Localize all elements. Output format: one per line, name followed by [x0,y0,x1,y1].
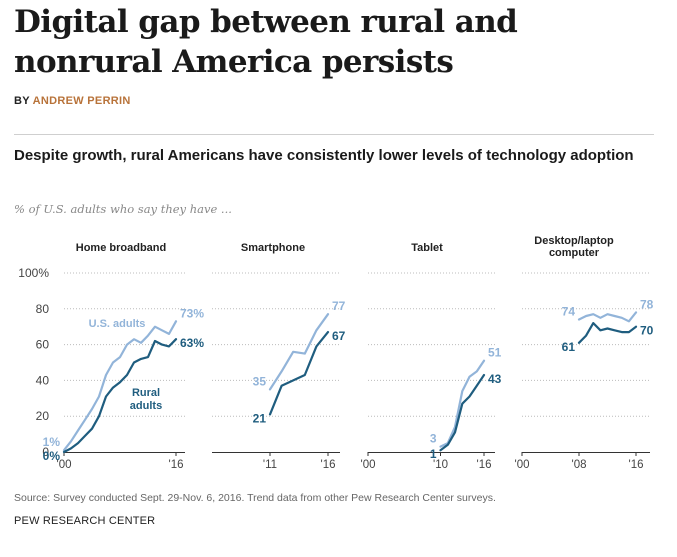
chart-subtitle: % of U.S. adults who say they have ... [14,202,232,216]
x-tick-label: '16 [169,459,184,471]
rural-adults-line [577,322,638,344]
start-value-label: 1% [43,435,61,449]
legend-label-line: U.S. adults [89,318,146,330]
byline: BY ANDREW PERRIN [14,95,131,107]
legend-label-line: Rural [132,387,160,399]
end-value-label: 43 [488,372,502,386]
legend-label-line: adults [130,400,162,412]
top-divider [14,134,654,135]
x-tick-label: '11 [263,459,277,471]
y-tick-label: 40 [36,373,50,387]
brand-name: PEW RESEARCH CENTER [14,515,156,527]
y-tick-label: 60 [36,338,50,352]
end-value-label: 67 [332,329,346,343]
x-tick-label: '16 [477,459,492,471]
x-tick-label: '16 [321,459,336,471]
rural-adults-line [62,338,178,454]
start-value-label: 21 [253,411,267,425]
end-value-label: 70 [640,324,654,338]
headline: Digital gap between rural and nonrural A… [14,4,518,80]
y-tick-label: 100% [18,266,49,280]
author-link[interactable]: ANDREW PERRIN [32,95,131,107]
x-tick-label: '08 [572,459,587,471]
x-tick-label: '00 [57,459,72,471]
x-tick-label: '00 [515,459,530,471]
byline-prefix: BY [14,95,33,107]
x-tick-label: '10 [433,459,448,471]
rural-adults-line [268,331,330,416]
x-tick-label: '16 [629,459,644,471]
panel-title-line: Tablet [411,242,443,254]
start-value-label: 61 [562,340,576,354]
panel-title-line: computer [549,247,600,259]
chart-title: Despite growth, rural Americans have con… [14,147,634,164]
end-value-label: 51 [488,346,502,360]
y-tick-label: 0 [42,445,49,459]
start-value-label: 74 [562,305,576,319]
start-value-label: 3 [430,432,437,446]
start-value-label: 1 [430,447,437,461]
us-adults-line [577,311,638,323]
start-value-label: 35 [253,374,267,388]
us-adults-legend-label: U.S. adults [89,318,146,330]
us-adults-line [268,313,330,391]
panel-title-line: Smartphone [241,242,305,254]
panel-title-line: Desktop/laptop [534,235,614,247]
us-adults-line [62,320,178,452]
panel-title: Smartphone [241,242,305,254]
end-value-label: 63% [180,336,204,350]
start-value-label: 0% [43,449,61,463]
rural-adults-line [439,373,486,452]
end-value-label: 78 [640,297,654,311]
source-note: Source: Survey conducted Sept. 29-Nov. 6… [14,492,496,504]
y-tick-label: 80 [36,302,50,316]
x-tick-label: '00 [361,459,376,471]
panel-title: Home broadband [76,242,166,254]
end-value-label: 77 [332,299,346,313]
panel-title: Desktop/laptop computer [534,235,614,259]
panel-title-line: Home broadband [76,242,166,254]
y-tick-label: 20 [36,409,50,423]
panel-title: Tablet [411,242,443,254]
end-value-label: 73% [180,306,204,320]
rural-adults-legend-label: Rural adults [130,387,162,412]
